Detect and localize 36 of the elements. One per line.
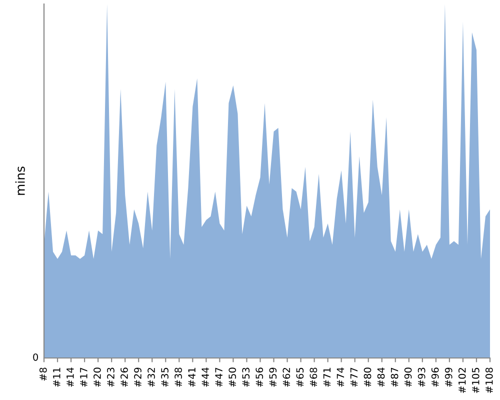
x-tick-label: #35 [161,368,168,387]
x-tick-label: #65 [296,368,304,387]
x-tick-label: #56 [256,368,264,387]
x-tick-label: #11 [53,368,60,387]
x-tick-label: #8 [39,368,47,381]
x-tick-label: #80 [364,368,372,387]
x-tick-label: #50 [228,368,236,387]
x-tick-label: #44 [202,368,209,387]
x-tick-label: #38 [174,368,182,387]
x-tick-label: #71 [323,368,330,387]
x-tick-label: #99 [444,368,452,387]
x-tick-label: #47 [215,368,222,387]
x-tick-label: #20 [94,368,101,387]
x-tick-label: #108 [485,368,493,393]
x-tick-label: #105 [472,368,480,393]
x-tick-label: #17 [80,368,88,387]
x-tick-label: #59 [269,368,277,387]
x-tick-label: #87 [390,368,398,387]
x-tick-label: #41 [188,368,196,387]
x-tick-label: #74 [336,368,344,387]
x-tick-label: #102 [458,368,466,393]
x-tick-label: #68 [310,368,318,387]
x-tick-label: #62 [282,368,290,387]
x-tick-label: #32 [148,368,155,387]
x-tick-label: #96 [431,368,439,387]
x-tick-label: #53 [242,368,250,387]
x-tick-label: #84 [377,368,385,387]
x-tick-label: #90 [404,368,412,387]
x-tick-label: #14 [66,368,74,387]
x-tick-label: #26 [120,368,128,387]
y-axis-title: mins [15,166,25,195]
text: 0 [33,353,38,361]
x-tick-label: #77 [350,368,358,387]
x-tick-label: #29 [134,368,142,387]
x-tick-label: #23 [107,368,114,387]
x-tick-label: #93 [418,368,426,387]
